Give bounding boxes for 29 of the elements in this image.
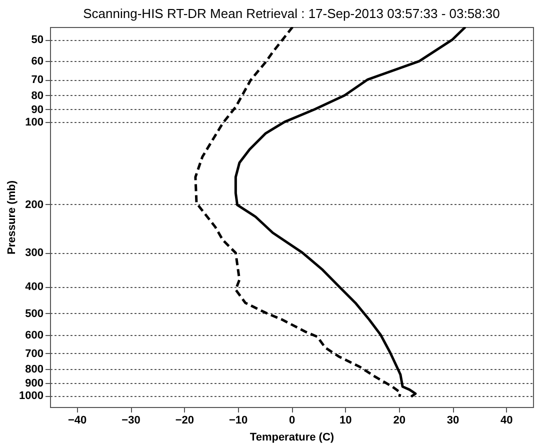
y-tick-label: 80 [31,90,44,102]
y-tick-label: 900 [25,378,44,390]
x-tick-label: −20 [175,414,194,426]
line-series [194,27,402,398]
y-tick-label: 800 [25,364,44,376]
x-tick-label: 20 [393,414,406,426]
y-tick-label: 600 [25,329,44,342]
y-tick-label: 50 [31,34,44,46]
y-tick-label: 100 [25,116,44,128]
x-tick-label: 40 [500,414,513,426]
y-axis-title: Pressure (mb) [6,180,18,254]
x-tick-label: 10 [340,414,352,426]
line-series [234,27,467,398]
x-tick-label: −10 [228,414,248,426]
y-tick-label: 200 [25,198,44,211]
x-tick-label: −40 [68,414,87,426]
x-tick-label: 30 [446,414,460,426]
y-tick-label: 90 [31,104,44,116]
chart-title: Scanning-HIS RT-DR Mean Retrieval : 17-Sep-2013 03:57:33 - 03:58:30 [83,6,500,21]
x-axis-title: Temperature (C) [250,432,334,444]
y-tick-label: 60 [31,56,44,68]
y-tick-label: 500 [25,308,44,320]
y-tick-label: 70 [31,74,44,86]
x-tick-label: −30 [122,414,140,426]
y-tick-label: 300 [25,247,44,260]
y-tick-label: 1000 [19,390,44,402]
y-tick-label: 700 [25,348,44,360]
y-tick-label: 400 [25,281,44,294]
x-tick-label: 0 [288,414,296,426]
